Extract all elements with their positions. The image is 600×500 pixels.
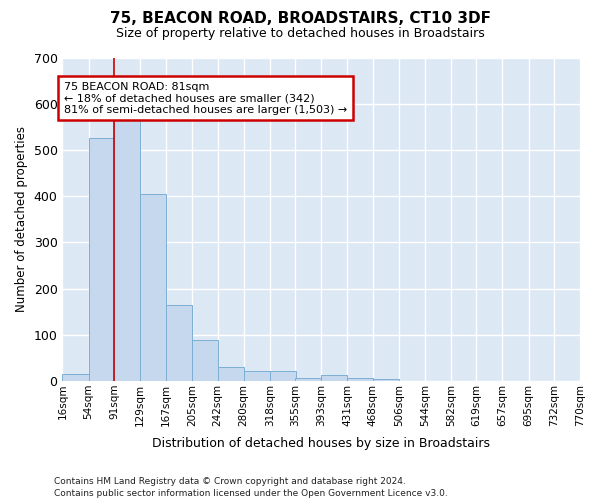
Text: Size of property relative to detached houses in Broadstairs: Size of property relative to detached ho… [116,28,484,40]
Bar [89,138,115,381]
Bar [166,304,192,381]
Text: 75 BEACON ROAD: 81sqm
← 18% of detached houses are smaller (342)
81% of semi-det: 75 BEACON ROAD: 81sqm ← 18% of detached … [64,82,347,114]
Bar [270,371,296,381]
X-axis label: Distribution of detached houses by size in Broadstairs: Distribution of detached houses by size … [152,437,490,450]
Bar [192,340,218,381]
Bar [218,367,244,381]
Bar [114,113,140,381]
Bar [140,194,166,381]
Bar [62,374,89,381]
Bar [295,378,321,381]
Text: Contains HM Land Registry data © Crown copyright and database right 2024.: Contains HM Land Registry data © Crown c… [54,477,406,486]
Bar [244,371,270,381]
Text: Contains public sector information licensed under the Open Government Licence v3: Contains public sector information licen… [54,488,448,498]
Text: 75, BEACON ROAD, BROADSTAIRS, CT10 3DF: 75, BEACON ROAD, BROADSTAIRS, CT10 3DF [110,11,491,26]
Bar [321,376,347,381]
Bar [347,378,373,381]
Y-axis label: Number of detached properties: Number of detached properties [15,126,28,312]
Bar [373,378,399,381]
